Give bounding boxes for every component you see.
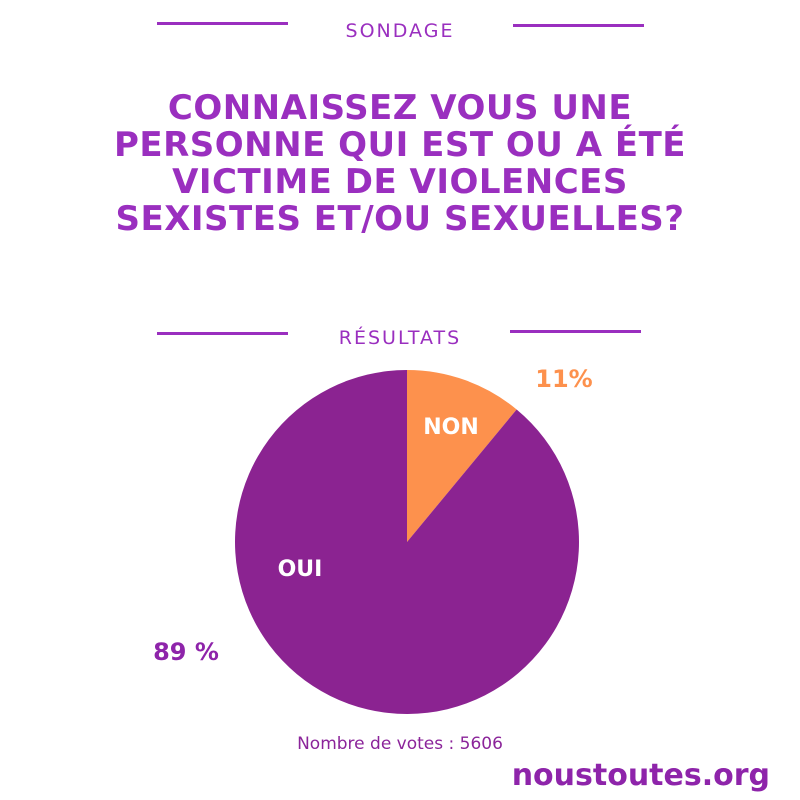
poll-question: CONNAISSEZ VOUS UNE PERSONNE QUI EST OU … bbox=[113, 88, 687, 239]
pie-chart: NON 11% OUI 89 % bbox=[153, 365, 593, 715]
results-rule-left bbox=[157, 332, 288, 335]
slice-label-oui: OUI bbox=[278, 557, 323, 582]
header-label: SONDAGE bbox=[345, 20, 455, 42]
slice-percent-non: 11% bbox=[535, 365, 592, 393]
slice-percent-oui: 89 % bbox=[153, 638, 219, 666]
pie-slice-non bbox=[407, 370, 517, 542]
header-rule-left bbox=[157, 22, 288, 25]
pie-slice-oui bbox=[234, 370, 579, 715]
slice-label-non: NON bbox=[423, 415, 479, 440]
header-rule-right bbox=[513, 24, 644, 27]
vote-count: Nombre de votes : 5606 bbox=[297, 734, 503, 754]
results-label: RÉSULTATS bbox=[338, 327, 462, 349]
brand-link[interactable]: noustoutes.org bbox=[511, 758, 770, 793]
results-rule-right bbox=[510, 330, 641, 333]
